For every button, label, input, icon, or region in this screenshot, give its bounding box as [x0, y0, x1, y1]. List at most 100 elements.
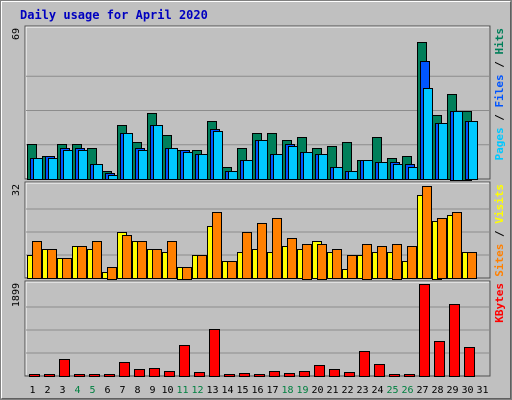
bar-pages-day-13	[213, 131, 223, 180]
bar-pages-day-6	[108, 175, 118, 180]
x-tick-label-day-5: 5	[89, 385, 95, 396]
x-tick-label-day-3: 3	[59, 385, 65, 396]
bar-kbytes-day-13	[209, 329, 220, 377]
bar-pages-day-23	[363, 160, 373, 180]
bar-kbytes-day-5	[89, 374, 100, 377]
bar-sites-day-15	[242, 232, 252, 279]
bar-kbytes-day-11	[179, 345, 190, 377]
bar-kbytes-day-20	[314, 365, 325, 377]
x-tick-label-day-28: 28	[431, 385, 443, 396]
bar-kbytes-day-19	[299, 371, 310, 377]
bar-pages-day-19	[303, 152, 313, 180]
bar-kbytes-day-28	[434, 341, 445, 377]
bar-pages-day-24	[378, 162, 388, 180]
bar-pages-day-4	[78, 150, 88, 180]
bar-sites-day-18	[287, 238, 297, 279]
bar-kbytes-day-29	[449, 304, 460, 377]
bar-kbytes-day-14	[224, 374, 235, 377]
bar-sites-day-8	[137, 241, 147, 279]
bar-sites-day-6	[107, 267, 117, 280]
x-tick-label-day-25: 25	[386, 385, 398, 396]
bar-sites-day-24	[377, 246, 387, 279]
bar-pages-day-18	[288, 146, 298, 180]
bar-pages-day-16	[258, 140, 268, 180]
x-tick-label-day-17: 17	[266, 385, 278, 396]
bar-sites-day-22	[347, 255, 357, 279]
x-tick-label-day-15: 15	[236, 385, 248, 396]
x-tick-label-day-23: 23	[356, 385, 368, 396]
bar-sites-day-30	[467, 252, 477, 279]
series-axis-label: Pages / Files / Hits	[493, 28, 506, 161]
bar-pages-day-28	[438, 123, 448, 180]
bar-pages-day-21	[333, 167, 343, 180]
bar-pages-day-3	[63, 150, 73, 180]
axis-label-pages: Pages	[493, 127, 506, 160]
bar-pages-day-27	[423, 88, 433, 180]
bar-kbytes-day-12	[194, 372, 205, 377]
x-tick-label-day-27: 27	[416, 385, 428, 396]
x-tick-label-day-11: 11	[176, 385, 188, 396]
bar-kbytes-day-24	[374, 364, 385, 377]
bar-pages-day-5	[93, 164, 103, 180]
x-tick-label-day-29: 29	[446, 385, 458, 396]
series-axis-label: Sites / Visits	[493, 184, 506, 277]
bar-sites-day-13	[212, 212, 222, 279]
bar-pages-day-8	[138, 150, 148, 180]
panel-1: 69 Pages / Files / Hits	[11, 25, 506, 181]
bar-sites-day-7	[122, 235, 132, 279]
x-tick-label-day-1: 1	[29, 385, 35, 396]
bar-sites-day-9	[152, 249, 162, 279]
x-tick-label-day-31: 31	[476, 385, 488, 396]
x-tick-label-day-20: 20	[311, 385, 323, 396]
x-tick-label-day-16: 16	[251, 385, 263, 396]
bar-sites-day-25	[392, 244, 402, 280]
bar-sites-day-20	[317, 244, 327, 280]
bar-kbytes-day-30	[464, 347, 475, 377]
x-tick-label-day-30: 30	[461, 385, 473, 396]
axis-label-kbytes: KBytes	[493, 283, 506, 323]
bar-sites-day-2	[47, 249, 57, 279]
x-tick-label-day-6: 6	[104, 385, 110, 396]
bar-kbytes-day-1	[29, 374, 40, 377]
x-tick-label-day-9: 9	[149, 385, 155, 396]
bar-sites-day-21	[332, 249, 342, 279]
axis-label-separator: /	[493, 55, 506, 75]
bar-pages-day-7	[123, 133, 133, 180]
bar-pages-day-11	[183, 152, 193, 180]
panel-highlight	[25, 26, 489, 178]
bar-kbytes-day-3	[59, 359, 70, 377]
bar-kbytes-day-23	[359, 351, 370, 377]
max-value-label: 1899	[11, 283, 22, 307]
bar-kbytes-day-16	[254, 374, 265, 377]
bar-pages-day-25	[393, 164, 403, 180]
panel-2: 32 Sites / Visits	[11, 181, 506, 280]
bar-pages-day-10	[168, 148, 178, 180]
x-tick-label-day-8: 8	[134, 385, 140, 396]
bar-pages-day-22	[348, 171, 358, 180]
bar-kbytes-day-21	[329, 369, 340, 377]
bar-kbytes-day-27	[419, 284, 430, 377]
bar-kbytes-day-6	[104, 374, 115, 377]
bar-sites-day-1	[32, 241, 42, 279]
bar-pages-day-30	[468, 121, 478, 180]
bar-sites-day-10	[167, 241, 177, 279]
bar-pages-day-26	[408, 167, 418, 180]
bar-kbytes-day-10	[164, 371, 175, 377]
x-tick-label-day-14: 14	[221, 385, 233, 396]
bar-pages-day-12	[198, 154, 208, 180]
x-tick-label-day-24: 24	[371, 385, 383, 396]
axis-label-separator: /	[493, 108, 506, 128]
series-axis-label: KBytes	[493, 283, 506, 323]
bar-sites-day-12	[197, 255, 207, 279]
bar-kbytes-day-2	[44, 374, 55, 377]
bar-pages-day-2	[48, 158, 58, 180]
axis-label-visits: Visits	[493, 184, 506, 224]
bar-sites-day-26	[407, 246, 417, 279]
bar-kbytes-day-17	[269, 371, 280, 377]
bar-kbytes-day-8	[134, 369, 145, 377]
bar-pages-day-9	[153, 125, 163, 180]
bar-kbytes-day-18	[284, 373, 295, 377]
